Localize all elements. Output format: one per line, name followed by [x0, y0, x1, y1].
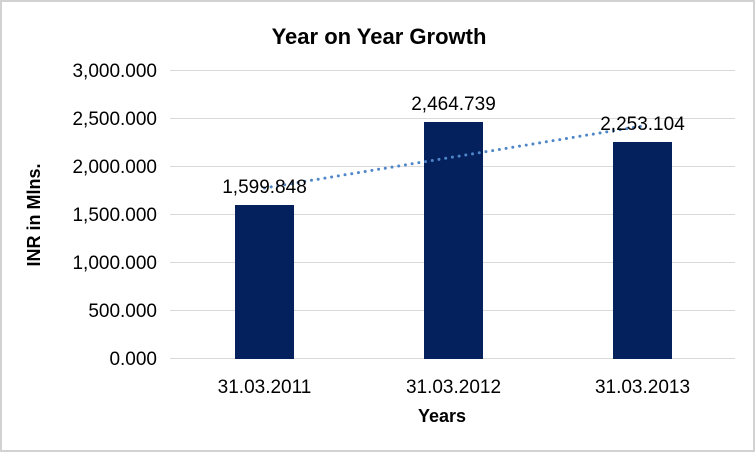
data-labels: 1,599.848 2,464.739 2,253.104 — [222, 94, 685, 198]
x-axis-tick-label: 31.03.2013 — [595, 377, 690, 398]
bar — [613, 142, 672, 359]
y-axis-tick-label: 2,000.000 — [72, 157, 157, 178]
y-axis-tick-label: 0.000 — [109, 349, 157, 370]
x-axis-tick-label: 31.03.2011 — [218, 377, 312, 398]
x-axis-tick-label: 31.03.2012 — [406, 377, 501, 398]
x-axis: 31.03.2011 31.03.2012 31.03.2013 — [218, 377, 690, 398]
trendline — [263, 124, 644, 190]
y-axis-tick-label: 500.000 — [88, 301, 157, 322]
x-axis-title: Years — [418, 406, 466, 426]
bar-data-label: 2,464.739 — [411, 94, 496, 115]
y-axis-tick-label: 1,500.000 — [72, 205, 157, 226]
bar-series — [235, 122, 672, 359]
y-axis-tick-label: 1,000.000 — [72, 253, 157, 274]
chart-title: Year on Year Growth — [272, 24, 487, 49]
y-axis-title: INR in Mlns. — [24, 164, 44, 267]
bar — [235, 205, 294, 359]
y-axis-tick-label: 2,500.000 — [72, 109, 157, 130]
bar-data-label: 1,599.848 — [222, 177, 307, 198]
y-axis-tick-label: 3,000.000 — [72, 61, 157, 82]
bar-data-label: 2,253.104 — [600, 114, 685, 135]
bar — [424, 122, 483, 359]
y-axis: 3,000.000 2,500.000 2,000.000 1,500.000 … — [72, 61, 157, 370]
